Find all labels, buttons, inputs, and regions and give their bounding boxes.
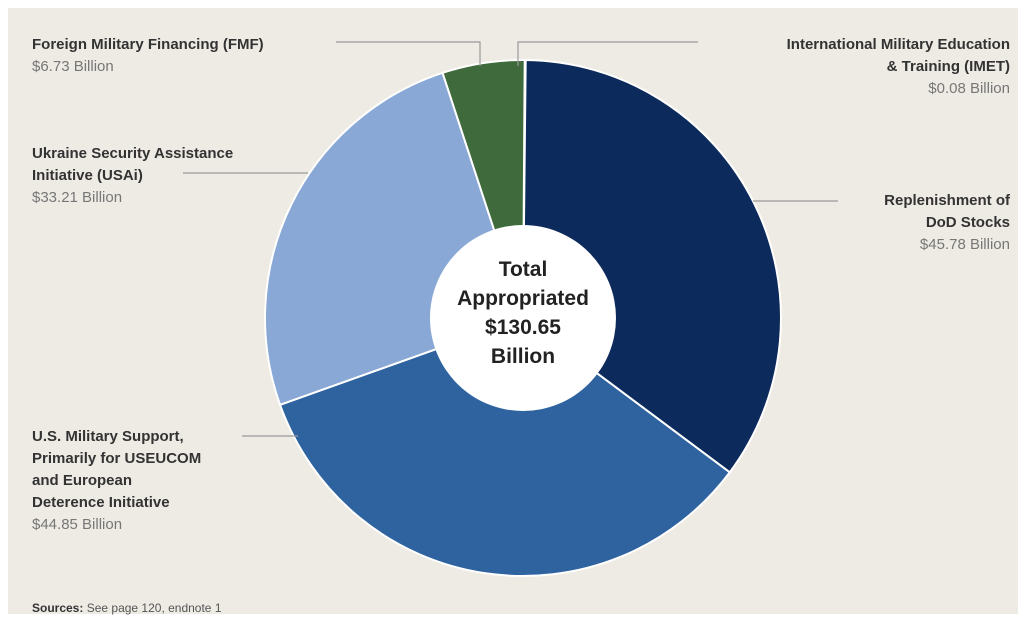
slice-label-fmf: Foreign Military Financing (FMF) $6.73 B… (32, 34, 264, 78)
imet-name: International Military Education & Train… (786, 36, 1010, 75)
imet-value: $0.08 Billion (928, 80, 1010, 97)
sources-note: Sources: See page 120, endnote 1 (32, 601, 222, 615)
replenishment-name: Replenishment of DoD Stocks (884, 192, 1010, 231)
pie-slice-replenishment (521, 59, 782, 474)
slice-label-us-military-support: U.S. Military Support, Primarily for USE… (32, 426, 201, 536)
fmf-value: $6.73 Billion (32, 58, 114, 75)
chart-frame: Total Appropriated $130.65 Billion Forei… (8, 8, 1018, 615)
us-military-support-value: $44.85 Billion (32, 516, 123, 533)
usai-name: Ukraine Security Assistance Initiative (… (32, 145, 234, 184)
sources-text: See page 120, endnote 1 (86, 601, 222, 615)
leader-line-imet (517, 41, 698, 66)
total-center-label: Total Appropriated $130.65 Billion (457, 258, 589, 368)
sources-prefix: Sources: (32, 601, 84, 615)
pie-chart (183, 41, 838, 577)
replenishment-value: $45.78 Billion (919, 236, 1010, 253)
fmf-name: Foreign Military Financing (FMF) (32, 36, 264, 53)
us-military-support-name: U.S. Military Support, Primarily for USE… (32, 428, 202, 511)
slice-label-usai: Ukraine Security Assistance Initiative (… (32, 143, 233, 209)
slice-label-imet: International Military Education & Train… (680, 34, 1010, 100)
leader-line-fmf (336, 41, 481, 66)
pie-slice-us-military-support (278, 316, 732, 577)
pie-center-hole (430, 225, 616, 411)
usai-value: $33.21 Billion (32, 189, 123, 206)
slice-label-replenishment: Replenishment of DoD Stocks $45.78 Billi… (790, 190, 1010, 256)
